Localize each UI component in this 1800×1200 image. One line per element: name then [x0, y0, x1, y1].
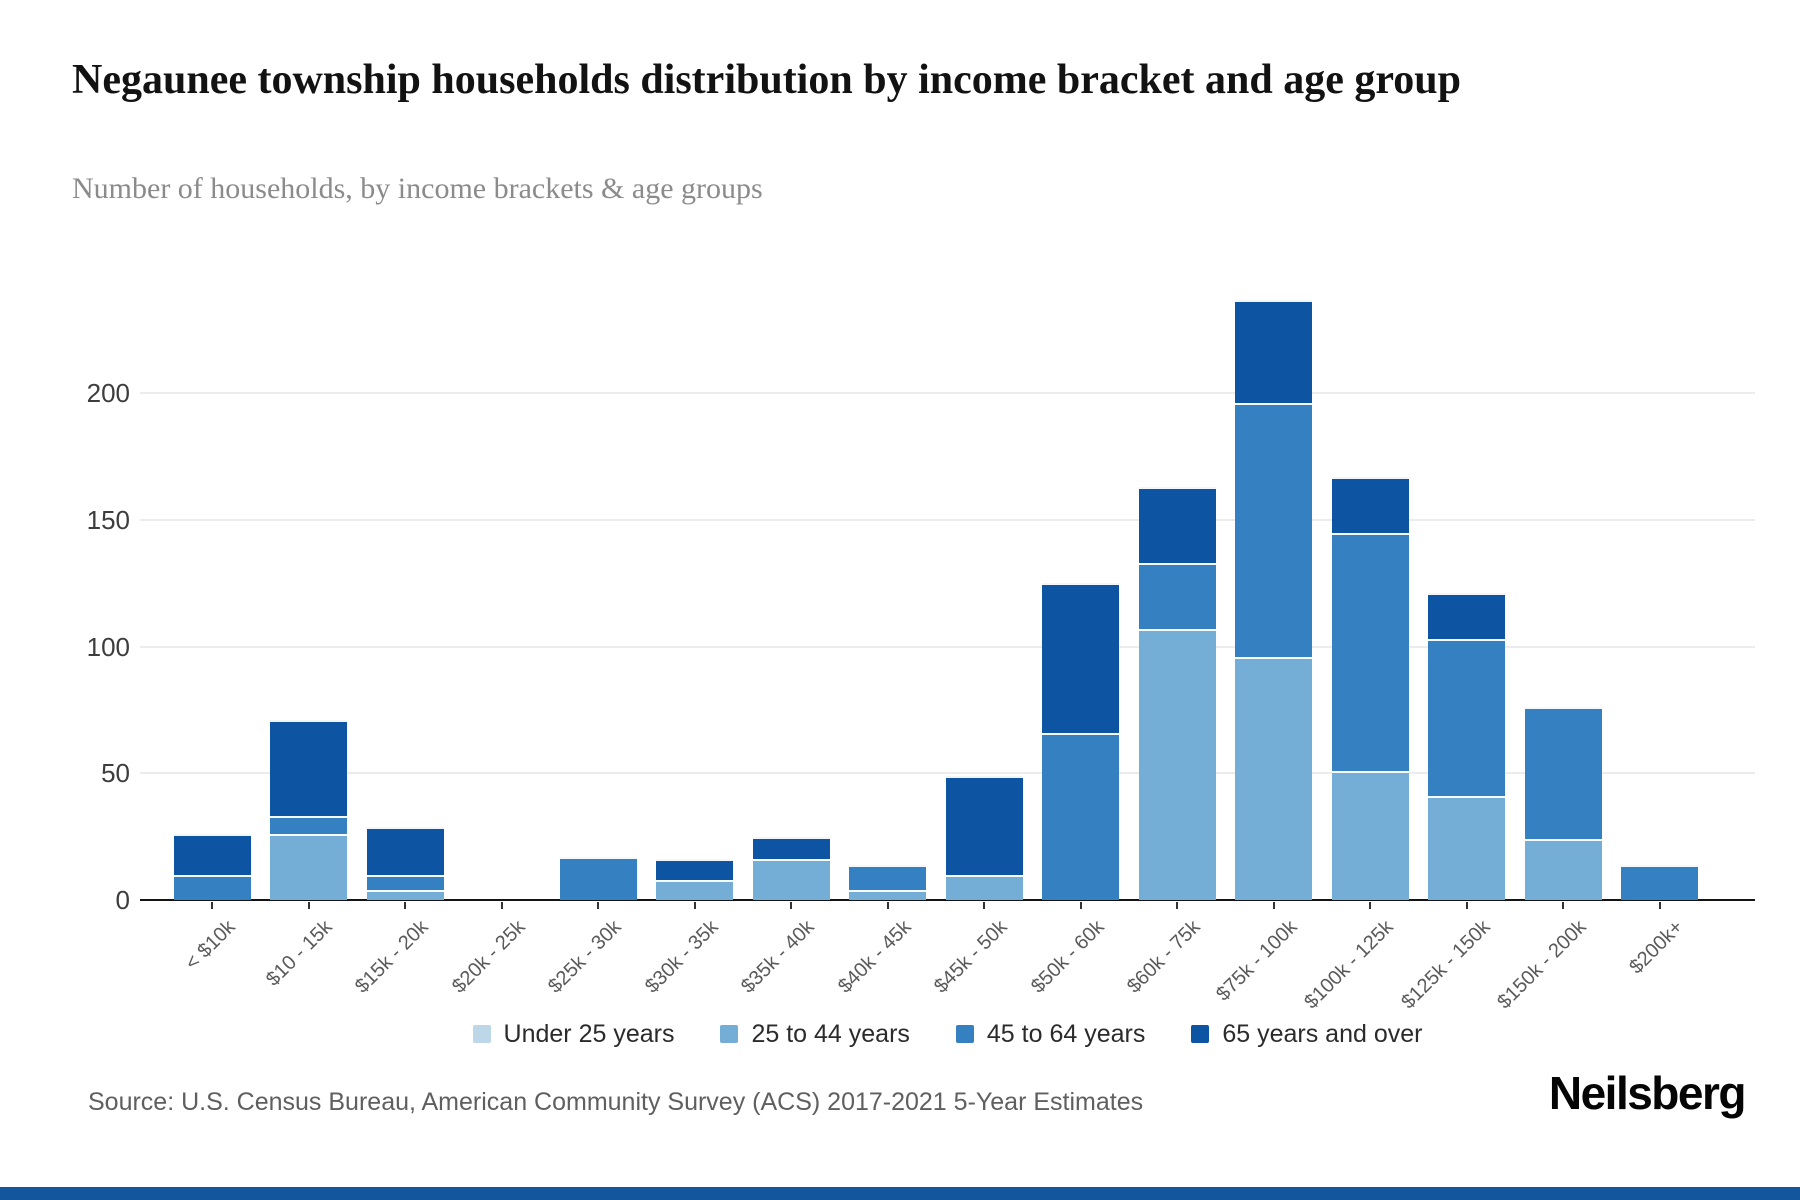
bar-segment	[1235, 656, 1312, 900]
x-axis-tick	[500, 902, 503, 909]
x-axis-tick-label: $50k - 60k	[1026, 916, 1109, 998]
x-axis-tick-label: $100k - 125k	[1300, 916, 1398, 1014]
bar-segment	[849, 864, 926, 890]
x-axis-tick	[404, 902, 406, 909]
legend-swatch	[1191, 1025, 1210, 1043]
legend: Under 25 years 25 to 44 years 45 to 64 yea…	[140, 1012, 1755, 1056]
bar-segment	[945, 874, 1023, 900]
x-axis-tick	[597, 902, 599, 909]
x-axis-tick-label: < $10k	[181, 916, 240, 975]
legend-item: 25 to 44 years	[720, 1019, 910, 1049]
bar-segment	[1235, 403, 1312, 657]
x-axis-tick	[886, 902, 889, 909]
y-axis-tick-label: 200	[86, 378, 130, 409]
legend-swatch	[472, 1025, 491, 1043]
bar-segment	[270, 834, 347, 900]
bar-segment	[945, 775, 1023, 875]
legend-swatch	[955, 1025, 974, 1043]
bar-segment	[1042, 583, 1119, 733]
x-axis-tick	[1272, 902, 1275, 909]
bar-segment	[1428, 593, 1505, 640]
x-axis-tick-label: $40k - 45k	[833, 916, 916, 998]
grid-line	[140, 518, 1755, 521]
bar-segment	[1428, 796, 1505, 900]
x-axis-tick-label: $75k - 100k	[1211, 916, 1302, 1006]
bar-segment	[1524, 839, 1602, 900]
x-axis-tick-label: $200k+	[1624, 916, 1688, 979]
legend-item-label: 65 years and over	[1222, 1019, 1423, 1048]
bar-segment	[1138, 487, 1216, 564]
bar-segment	[1138, 628, 1216, 900]
x-axis-tick	[1465, 902, 1468, 909]
legend-item: 65 years and over	[1191, 1020, 1422, 1049]
x-axis-tick	[983, 902, 985, 909]
bar-segment	[366, 874, 444, 890]
bar-segment	[173, 834, 251, 875]
legend-item-label: 45 to 64 years	[986, 1019, 1146, 1048]
grid-line	[140, 772, 1755, 775]
plot-area: 0 50 100 150 200 < $10k $10 - 15k $15k - 20k $20…	[87, 260, 1755, 1013]
bar-segment	[1621, 864, 1698, 900]
x-axis-tick-label: $20k - 25k	[447, 916, 530, 998]
bar-segment	[1138, 563, 1216, 629]
x-axis-tick-label: $15k - 20k	[350, 916, 433, 998]
x-axis-tick	[307, 902, 310, 909]
y-axis-tick-label: 50	[101, 758, 130, 789]
x-axis-tick-label: $35k - 40k	[736, 916, 819, 998]
bar-segment	[1331, 532, 1409, 771]
footer-brand-strip	[0, 1187, 1800, 1200]
bar-segment	[270, 816, 347, 835]
x-axis-tick-label: $25k - 30k	[543, 916, 626, 998]
x-axis-tick	[1079, 902, 1082, 909]
bar-segment	[656, 859, 733, 880]
x-axis-tick	[1176, 902, 1178, 909]
x-axis-tick	[1658, 902, 1661, 909]
x-axis-tick-label: $60k - 75k	[1122, 916, 1205, 998]
bar-segment	[849, 889, 926, 900]
x-axis-tick-label: $30k - 35k	[640, 916, 723, 998]
source-attribution: Source: U.S. Census Bureau, American Com…	[88, 1088, 1144, 1116]
bar-segment	[1235, 299, 1312, 404]
chart-title: Negaunee township households distributio…	[72, 57, 1461, 103]
legend-item-label: Under 25 years	[503, 1019, 675, 1048]
y-axis-tick-label: 150	[86, 504, 130, 535]
bar-segment	[1524, 707, 1602, 840]
x-axis-tick-label: $125k - 150k	[1396, 916, 1495, 1014]
bar-segment	[366, 889, 444, 900]
bar-segment	[173, 874, 251, 900]
bar-segment	[656, 879, 733, 900]
bar-segment	[1331, 476, 1409, 533]
x-axis-line	[140, 899, 1755, 901]
bar-segment	[1331, 770, 1409, 900]
bar-segment	[1042, 732, 1119, 900]
y-axis-tick-label: 0	[115, 885, 130, 915]
grid-line	[140, 392, 1755, 395]
x-axis-tick-label: $150k - 200k	[1493, 916, 1591, 1014]
bar-segment	[752, 859, 830, 900]
x-axis-tick	[1562, 902, 1564, 909]
x-axis-tick	[211, 902, 213, 909]
grid-line	[140, 645, 1755, 648]
x-axis-tick	[790, 902, 792, 909]
bar-segment	[1428, 639, 1505, 797]
bar-segment	[559, 856, 637, 900]
x-axis-tick	[1369, 902, 1371, 909]
bar-segment	[366, 826, 444, 875]
y-axis-tick-label: 100	[86, 631, 130, 662]
legend-item: 45 to 64 years	[955, 1019, 1146, 1049]
neilsberg-logo: Neilsberg	[1548, 1067, 1747, 1119]
legend-swatch	[720, 1025, 739, 1043]
legend-item-label: 25 to 44 years	[751, 1019, 910, 1048]
bar-segment	[752, 836, 830, 860]
legend-item: Under 25 years	[472, 1019, 675, 1049]
x-axis-tick	[693, 902, 696, 909]
chart-subtitle: Number of households, by income brackets…	[72, 172, 763, 205]
x-axis-tick-label: $45k - 50k	[929, 916, 1012, 998]
x-axis-tick-label: $10 - 15k	[261, 916, 337, 991]
bar-segment	[270, 720, 347, 817]
